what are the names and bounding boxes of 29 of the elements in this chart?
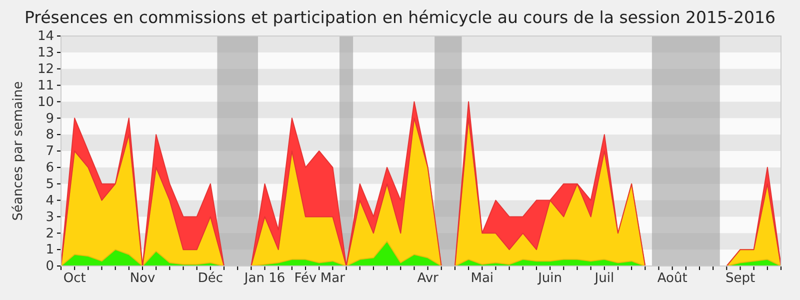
y-tick-label: 1 <box>46 242 54 258</box>
x-tick-label: Juin <box>537 271 562 286</box>
x-tick-label: Jan 16 <box>243 271 286 286</box>
y-axis-title: Séances par semaine <box>11 81 26 221</box>
x-tick-label: Août <box>657 271 688 286</box>
x-tick-label: Déc <box>198 271 224 286</box>
y-tick-label: 6 <box>46 160 54 176</box>
y-tick-label: 10 <box>37 94 54 110</box>
x-tick-label: Mar <box>320 271 346 286</box>
y-tick-label: 5 <box>46 177 54 192</box>
y-tick-label: 9 <box>46 111 54 126</box>
y-tick-label: 14 <box>37 29 54 44</box>
chart-title: Présences en commissions et participation en hémicycle au cours de la session 2015-2016 <box>24 8 776 27</box>
x-tick-label: Nov <box>130 271 156 286</box>
y-tick-label: 12 <box>37 62 54 78</box>
x-tick-label: Oct <box>63 271 86 286</box>
y-tick-label: 4 <box>46 193 54 208</box>
x-tick-label: Sept <box>725 271 756 286</box>
y-tick-label: 11 <box>37 78 54 94</box>
x-tick-label: Avr <box>417 271 440 286</box>
y-tick-label: 2 <box>46 226 54 242</box>
y-tick-label: 3 <box>46 210 54 225</box>
x-tick-label: Mai <box>470 271 494 286</box>
x-tick-label: Juil <box>594 271 614 286</box>
y-tick-label: 8 <box>46 128 54 143</box>
y-tick-label: 13 <box>37 46 54 61</box>
y-tick-label: 7 <box>46 144 54 160</box>
x-tick-label: Fév <box>294 271 318 286</box>
y-tick-label: 0 <box>46 259 54 274</box>
